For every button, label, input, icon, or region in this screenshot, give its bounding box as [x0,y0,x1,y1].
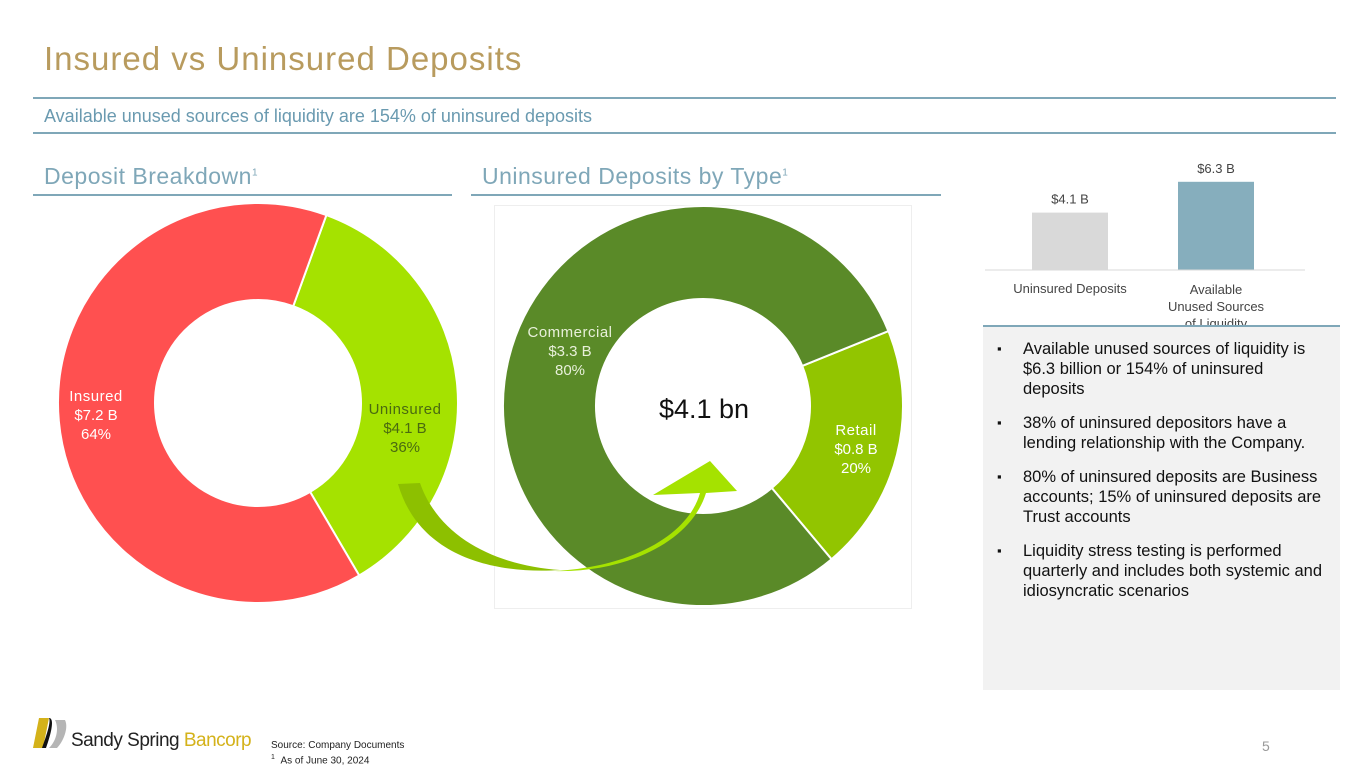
divider [471,194,941,196]
slice-value-uninsured: $4.1 B [383,420,426,437]
divider [33,97,1336,99]
bar-data-label: $4.1 B [1051,192,1089,207]
donut-center-label: $4.1 bn [659,394,749,424]
slice-value-insured: $7.2 B [74,407,117,424]
slice-commercial [502,205,890,607]
slice-percent-uninsured: 36% [390,439,420,456]
bar [1032,212,1108,270]
slice-value-retail: $0.8 B [834,441,877,458]
slice-percent-insured: 64% [81,426,111,443]
bullet-item: Available unused sources of liquidity is… [997,339,1324,399]
slice-retail [770,329,904,561]
slice-percent-retail: 20% [841,460,871,477]
liquidity-bar-chart: $4.1 B $6.3 B [1032,161,1254,270]
section-uninsured-by-type: Uninsured Deposits by Type1 [482,163,789,189]
subtitle: Available unused sources of liquidity ar… [44,106,593,126]
bar-category-uninsured: Uninsured Deposits [1013,281,1127,296]
page-title: Insured vs Uninsured Deposits [44,40,523,77]
slice-label-retail: Retail [835,422,876,439]
key-points-panel: Available unused sources of liquidity is… [983,325,1340,690]
slice-percent-commercial: 80% [555,362,585,379]
section-deposit-breakdown: Deposit Breakdown1 [44,163,259,189]
uninsured-by-type-donut [502,205,904,607]
arrow-icon [555,461,737,572]
bullet-item: 38% of uninsured depositors have a lendi… [997,413,1324,453]
bullet-item: Liquidity stress testing is performed qu… [997,541,1324,601]
bar-data-label: $6.3 B [1197,161,1235,176]
bar-category-liquidity: Available Unused Sources of Liquidity [1167,282,1265,331]
footer-source: Source: Company Documents 1 As of June 3… [271,740,405,767]
logo-mark-icon [33,718,67,748]
divider [33,132,1336,134]
slice-label-insured: Insured [69,388,123,405]
arrow-icon [398,483,560,571]
divider [33,194,452,196]
slice-value-commercial: $3.3 B [548,343,591,360]
page-number: 5 [1262,738,1270,754]
slice-label-uninsured: Uninsured [369,401,442,418]
slice-label-commercial: Commercial [527,324,612,341]
bullet-item: 80% of uninsured deposits are Business a… [997,467,1324,527]
slice-insured [57,202,361,604]
bar [1178,181,1254,270]
